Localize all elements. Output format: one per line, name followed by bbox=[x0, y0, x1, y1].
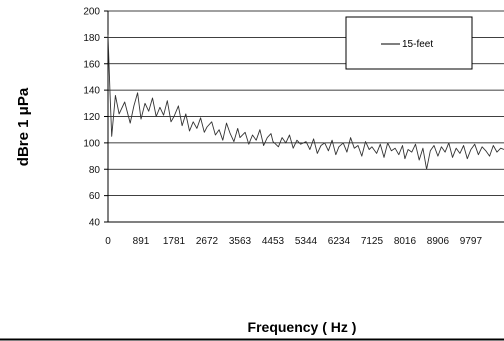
x-tick-label: 8906 bbox=[427, 236, 450, 247]
y-tick-label: 100 bbox=[83, 138, 100, 149]
y-axis-title: dBre 1 μPa bbox=[15, 87, 32, 166]
x-tick-label: 9797 bbox=[460, 236, 483, 247]
y-tick-label: 200 bbox=[83, 7, 100, 18]
x-tick-label: 0 bbox=[105, 236, 111, 247]
x-tick-label: 7125 bbox=[361, 236, 384, 247]
x-axis-title: Frequency ( Hz ) bbox=[248, 319, 357, 335]
y-tick-label: 180 bbox=[83, 33, 100, 44]
x-tick-label: 5344 bbox=[295, 236, 318, 247]
x-tick-label: 1781 bbox=[163, 236, 186, 247]
y-tick-label: 140 bbox=[83, 86, 100, 97]
x-tick-label: 4453 bbox=[262, 236, 285, 247]
y-tick-label: 40 bbox=[89, 218, 101, 229]
x-tick-label: 6234 bbox=[328, 236, 351, 247]
x-tick-label: 8016 bbox=[394, 236, 417, 247]
y-tick-label: 160 bbox=[83, 59, 100, 70]
y-tick-label: 80 bbox=[89, 165, 101, 176]
y-tick-label: 120 bbox=[83, 112, 100, 123]
x-tick-label: 2672 bbox=[196, 236, 219, 247]
x-tick-label: 3563 bbox=[229, 236, 252, 247]
y-tick-label: 60 bbox=[89, 191, 101, 202]
x-tick-label: 891 bbox=[133, 236, 150, 247]
x-tick-labels: 0 891 1781 2672 3563 4453 5344 6234 7125 8016 8906… bbox=[105, 236, 482, 247]
legend: 15-feet bbox=[346, 17, 472, 69]
y-tick-labels: 200 180 160 140 120 100 80 60 40 bbox=[83, 7, 100, 229]
legend-label: 15-feet bbox=[402, 39, 433, 50]
